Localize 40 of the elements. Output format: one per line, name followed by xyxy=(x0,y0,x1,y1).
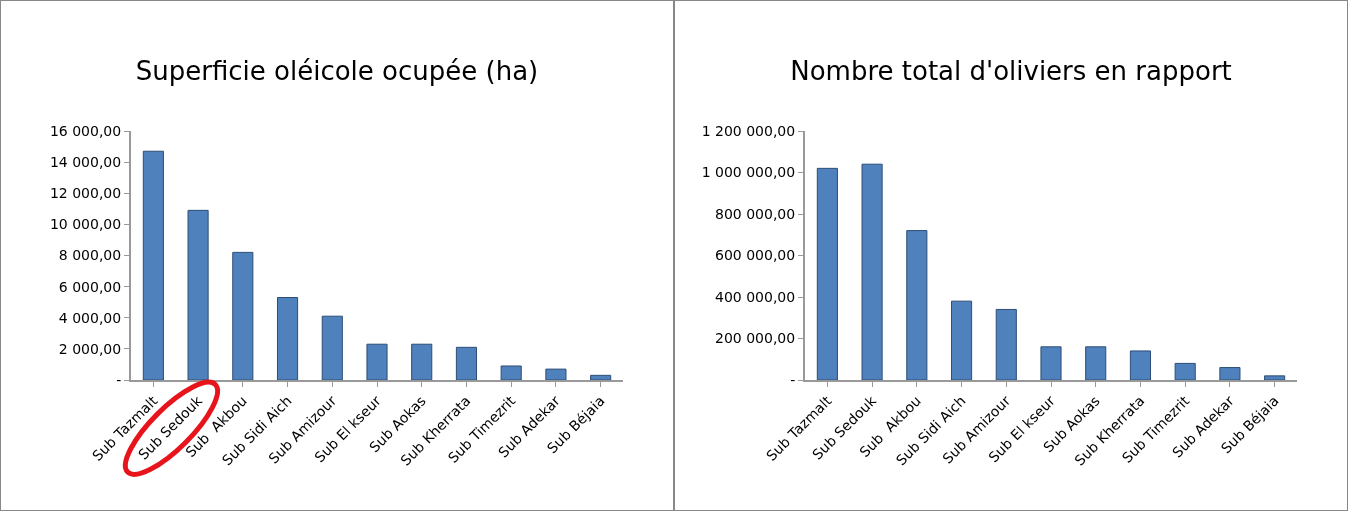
bar xyxy=(411,343,433,380)
bar xyxy=(950,300,973,380)
bar xyxy=(590,374,612,380)
bar xyxy=(276,297,299,380)
y-tick-label: 600 000,00 xyxy=(715,247,796,264)
y-tick-label: 10 000,00 xyxy=(49,216,122,233)
y-tick-label: - xyxy=(116,371,122,388)
y-tick-label: 200 000,00 xyxy=(715,330,796,347)
bar xyxy=(1040,346,1062,380)
bar xyxy=(906,230,928,380)
bar xyxy=(1174,362,1196,380)
y-tick-label: 1 200 000,00 xyxy=(701,122,796,139)
bar xyxy=(455,346,478,380)
y-tick-label: 1 000 000,00 xyxy=(701,164,796,181)
bar xyxy=(500,365,522,380)
chart-title: Nombre total d'oliviers en rapport xyxy=(790,56,1232,87)
chart-title: Superficie oléicole ocupée (ha) xyxy=(135,56,539,87)
y-tick-label: 400 000,00 xyxy=(715,288,796,305)
bar xyxy=(232,251,254,380)
bar xyxy=(1219,367,1241,380)
y-tick-label: 6 000,00 xyxy=(58,278,122,295)
y-tick-label: 2 000,00 xyxy=(58,340,122,357)
bar xyxy=(816,167,838,380)
y-tick-label: 16 000,00 xyxy=(49,122,122,139)
bar xyxy=(1264,375,1286,380)
bar xyxy=(366,343,388,380)
bar xyxy=(545,368,567,380)
bar xyxy=(1129,350,1152,380)
y-tick-label: 4 000,00 xyxy=(58,309,122,326)
bar xyxy=(321,315,343,380)
y-tick-label: 14 000,00 xyxy=(49,154,122,171)
bar xyxy=(995,308,1017,380)
bar xyxy=(861,163,883,380)
y-tick-label: - xyxy=(790,371,796,388)
y-tick-label: 800 000,00 xyxy=(715,205,796,222)
y-tick-label: 8 000,00 xyxy=(58,247,122,264)
bar xyxy=(1085,346,1107,380)
bar xyxy=(142,150,164,380)
y-tick-label: 12 000,00 xyxy=(49,185,122,202)
bar xyxy=(187,209,209,380)
